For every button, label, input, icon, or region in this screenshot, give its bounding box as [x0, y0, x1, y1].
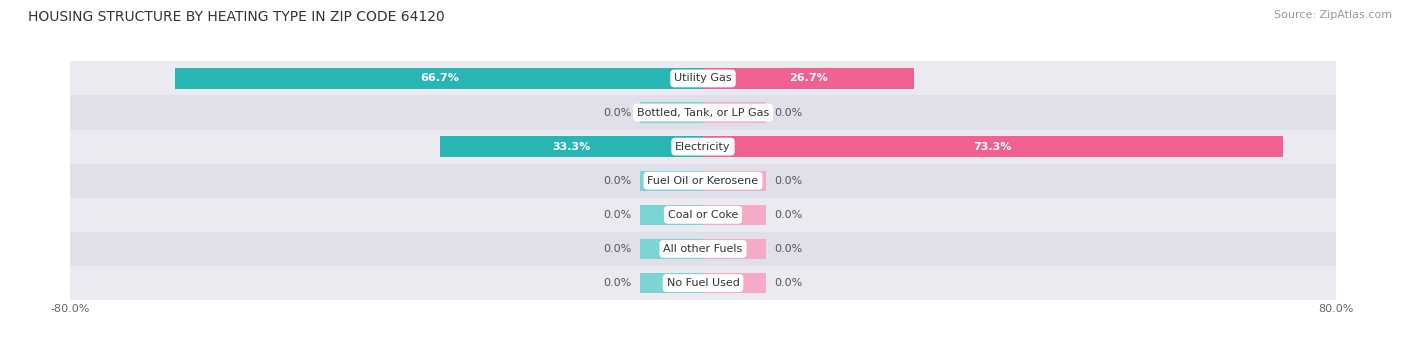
- Bar: [703, 170, 766, 191]
- Bar: [703, 68, 914, 89]
- Text: 0.0%: 0.0%: [603, 244, 631, 254]
- Text: 0.0%: 0.0%: [603, 176, 631, 186]
- Bar: [70, 130, 1336, 164]
- Bar: [703, 205, 766, 225]
- Text: 0.0%: 0.0%: [775, 176, 803, 186]
- Text: Fuel Oil or Kerosene: Fuel Oil or Kerosene: [647, 176, 759, 186]
- Bar: [70, 95, 1336, 130]
- Text: Source: ZipAtlas.com: Source: ZipAtlas.com: [1274, 10, 1392, 20]
- Bar: [70, 198, 1336, 232]
- Bar: [640, 239, 703, 259]
- Text: No Fuel Used: No Fuel Used: [666, 278, 740, 288]
- Bar: [440, 136, 703, 157]
- Text: 0.0%: 0.0%: [775, 244, 803, 254]
- Text: 0.0%: 0.0%: [775, 210, 803, 220]
- Bar: [640, 102, 703, 123]
- Bar: [70, 61, 1336, 95]
- Text: 0.0%: 0.0%: [603, 210, 631, 220]
- Text: HOUSING STRUCTURE BY HEATING TYPE IN ZIP CODE 64120: HOUSING STRUCTURE BY HEATING TYPE IN ZIP…: [28, 10, 444, 24]
- Text: 0.0%: 0.0%: [775, 278, 803, 288]
- Bar: [703, 239, 766, 259]
- Text: 73.3%: 73.3%: [974, 142, 1012, 152]
- Text: All other Fuels: All other Fuels: [664, 244, 742, 254]
- Text: 66.7%: 66.7%: [420, 73, 458, 84]
- Text: 0.0%: 0.0%: [603, 107, 631, 118]
- Text: Utility Gas: Utility Gas: [675, 73, 731, 84]
- Bar: [70, 232, 1336, 266]
- Bar: [640, 170, 703, 191]
- Text: Bottled, Tank, or LP Gas: Bottled, Tank, or LP Gas: [637, 107, 769, 118]
- Bar: [70, 164, 1336, 198]
- Bar: [703, 136, 1282, 157]
- Bar: [640, 273, 703, 293]
- Text: 33.3%: 33.3%: [553, 142, 591, 152]
- Text: 26.7%: 26.7%: [789, 73, 828, 84]
- Text: Electricity: Electricity: [675, 142, 731, 152]
- Text: 0.0%: 0.0%: [775, 107, 803, 118]
- Bar: [703, 102, 766, 123]
- Bar: [70, 266, 1336, 300]
- Bar: [640, 205, 703, 225]
- Text: 0.0%: 0.0%: [603, 278, 631, 288]
- Bar: [176, 68, 703, 89]
- Bar: [703, 273, 766, 293]
- Text: Coal or Coke: Coal or Coke: [668, 210, 738, 220]
